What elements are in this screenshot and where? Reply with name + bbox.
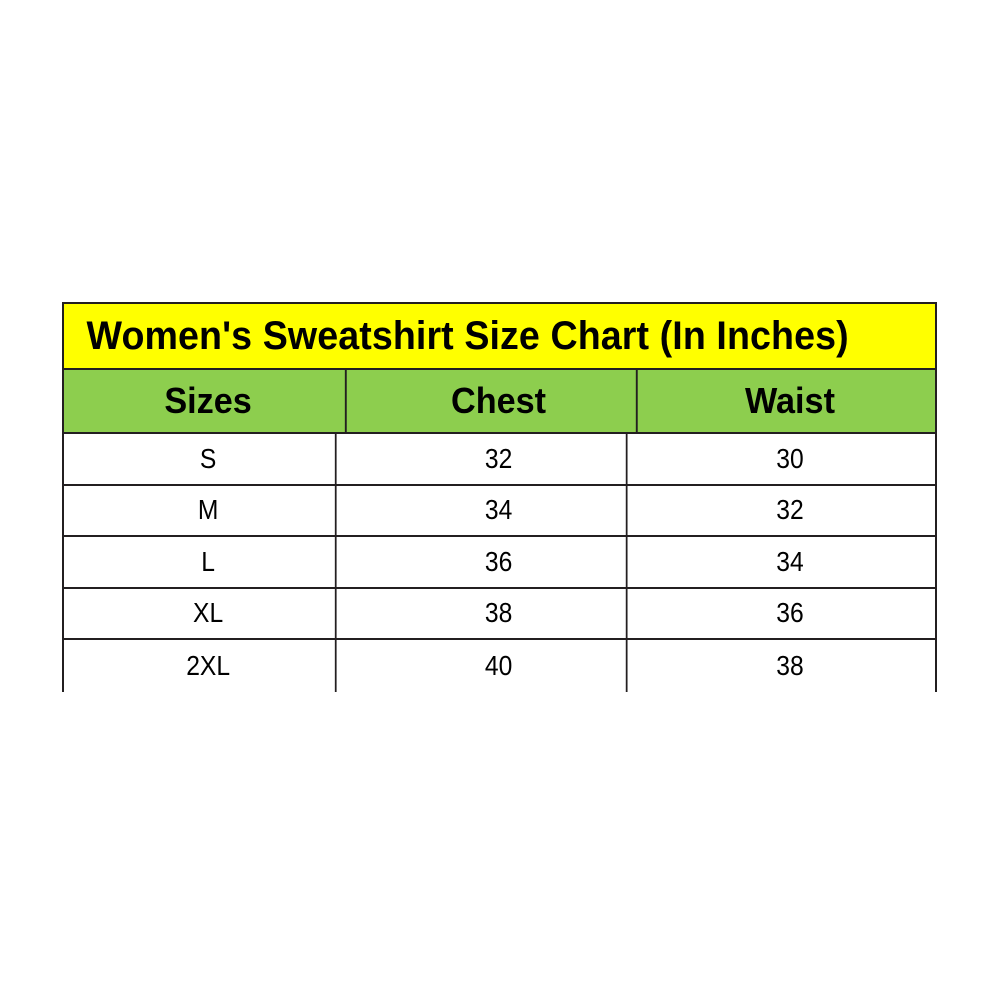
table-row: S 32 30	[64, 434, 935, 486]
cell-chest: 40	[371, 640, 628, 692]
table-row: 2XL 40 38	[64, 640, 935, 692]
cell-size: L	[81, 537, 337, 587]
cell-chest: 32	[371, 434, 628, 484]
page-title: Women's Sweatshirt Size Chart (In Inches…	[86, 314, 849, 358]
cell-chest: 36	[371, 537, 628, 587]
cell-waist: 34	[776, 545, 804, 577]
size-chart-table: Women's Sweatshirt Size Chart (In Inches…	[62, 302, 937, 692]
cell-chest: 34	[371, 485, 628, 535]
cell-waist: 38	[776, 649, 804, 681]
cell-waist: 32	[776, 494, 804, 526]
cell-size: S	[81, 434, 337, 484]
cell-waist: 36	[776, 597, 804, 629]
cell-size: 2XL	[81, 640, 337, 692]
chart-title-row: Women's Sweatshirt Size Chart (In Inches…	[64, 304, 935, 370]
column-header-sizes: Sizes	[71, 370, 347, 432]
table-row: L 36 34	[64, 537, 935, 589]
cell-waist: 30	[776, 442, 804, 474]
cell-chest: 38	[371, 588, 628, 638]
table-header-row: Sizes Chest Waist	[64, 370, 935, 434]
cell-size: M	[81, 485, 337, 535]
cell-size: XL	[81, 588, 337, 638]
column-header-chest: Chest	[361, 370, 638, 432]
table-row: XL 38 36	[64, 588, 935, 640]
table-row: M 34 32	[64, 485, 935, 537]
column-header-waist: Waist	[745, 380, 835, 421]
